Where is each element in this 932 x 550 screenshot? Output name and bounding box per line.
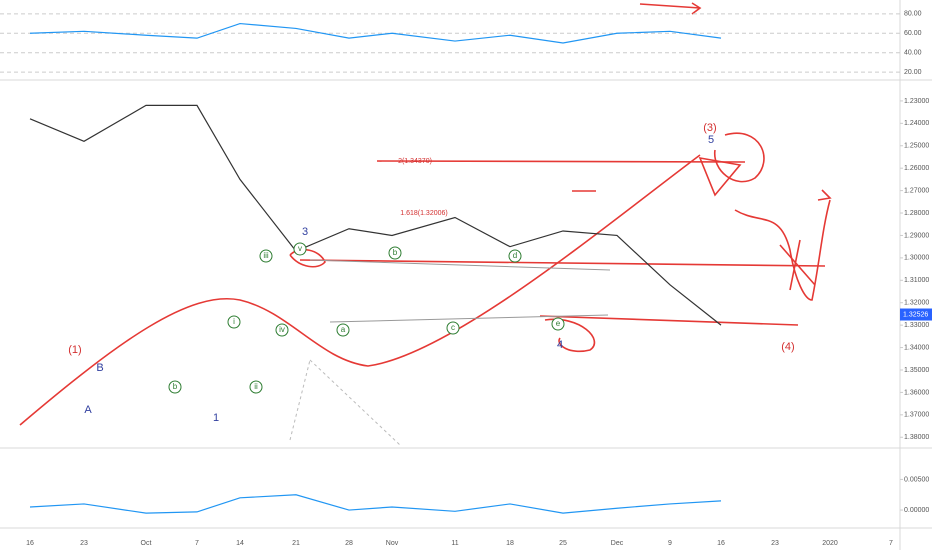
wave-label: c — [451, 323, 455, 332]
y-tick-label: 1.33000 — [904, 322, 929, 329]
y-tick-label: 1.35000 — [904, 367, 929, 374]
wave-circle — [551, 317, 565, 331]
x-tick-label: Dec — [611, 540, 624, 547]
wave-label: B — [96, 362, 103, 374]
x-tick-label: Nov — [386, 540, 399, 547]
y-tick-label: 1.36000 — [904, 389, 929, 396]
y-tick-label: 1.31000 — [904, 277, 929, 284]
wave-circle — [168, 380, 182, 394]
wave-label: e — [556, 319, 561, 328]
last-price-box — [900, 308, 932, 321]
y-tick-label: 60.00 — [904, 30, 922, 37]
y-tick-label: 1.23000 — [904, 98, 929, 105]
wave-label: 3 — [302, 226, 308, 238]
wave-label: ii — [254, 382, 258, 391]
x-tick-label: 11 — [451, 540, 458, 547]
wave-label: 1.618(1.32006) — [400, 210, 447, 217]
x-tick-label: 28 — [345, 540, 353, 547]
y-tick-label: 0.00500 — [904, 476, 929, 483]
y-tick-label: 20.00 — [904, 69, 922, 76]
x-tick-label: 2020 — [822, 540, 838, 547]
y-tick-label: 1.28000 — [904, 210, 929, 217]
y-tick-label: 1.25000 — [904, 143, 929, 150]
y-tick-label: 1.29000 — [904, 232, 929, 239]
x-tick-label: 16 — [26, 540, 34, 547]
wave-label: a — [341, 325, 346, 334]
wave-label: 2(1.34370) — [398, 158, 432, 165]
y-tick-label: 40.00 — [904, 50, 922, 57]
y-tick-label: 1.26000 — [904, 165, 929, 172]
x-tick-label: Oct — [141, 540, 152, 547]
wave-label: 5 — [708, 134, 714, 146]
y-tick-label: 1.24000 — [904, 120, 929, 127]
x-tick-label: 16 — [717, 540, 725, 547]
x-tick-label: 25 — [559, 540, 567, 547]
y-tick-label: 1.30000 — [904, 255, 929, 262]
wave-circle — [259, 249, 273, 263]
y-tick-label: 1.38000 — [904, 434, 929, 441]
y-tick-label: 1.37000 — [904, 412, 929, 419]
x-tick-label: 18 — [506, 540, 514, 547]
wave-circle — [388, 246, 402, 260]
wave-label: b — [173, 382, 178, 391]
wave-label: iii — [263, 251, 269, 260]
wave-label: b — [393, 248, 398, 257]
wave-label: v — [298, 244, 302, 253]
y-tick-label: 80.00 — [904, 11, 922, 18]
wave-label: 4 — [557, 339, 563, 351]
drawings — [19, 2, 832, 426]
x-tick-label: 23 — [771, 540, 779, 547]
wave-label: iv — [279, 325, 285, 334]
wave-label: A — [84, 404, 92, 416]
y-tick-label: 1.32000 — [904, 300, 929, 307]
y-tick-label: 0.00000 — [904, 507, 929, 514]
wave-label: d — [513, 251, 517, 260]
x-tick-label: 7 — [195, 540, 199, 547]
data-line — [29, 104, 722, 326]
data-line — [29, 22, 722, 44]
helper-lines — [289, 259, 611, 446]
wave-circle — [508, 249, 522, 263]
wave-label: (3) — [703, 122, 716, 134]
x-tick-label: 7 — [889, 540, 893, 547]
x-tick-label: 14 — [236, 540, 244, 547]
y-tick-label: 1.27000 — [904, 187, 929, 194]
x-tick-label: 21 — [292, 540, 300, 547]
wave-circle — [446, 321, 460, 335]
wave-circle — [336, 323, 350, 337]
wave-label: (4) — [781, 341, 794, 353]
wave-circle — [227, 315, 241, 329]
wave-circle — [275, 323, 289, 337]
wave-label: 1 — [213, 412, 219, 424]
wave-circle — [249, 380, 263, 394]
y-tick-label: 1.34000 — [904, 344, 929, 351]
wave-label: (1) — [68, 344, 81, 356]
wave-circle — [293, 242, 307, 256]
last-price-label: 1.32526 — [903, 311, 928, 318]
wave-label: i — [233, 317, 235, 326]
x-tick-label: 9 — [668, 540, 672, 547]
x-tick-label: 23 — [80, 540, 88, 547]
data-line — [29, 494, 722, 514]
